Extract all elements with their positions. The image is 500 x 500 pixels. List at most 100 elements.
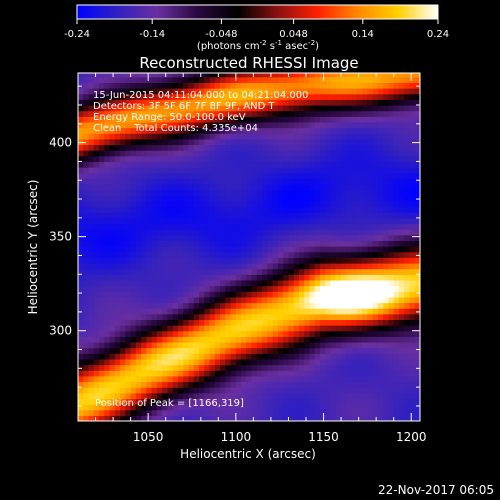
heatmap-cell xyxy=(283,347,290,354)
heatmap-cell xyxy=(309,150,316,157)
heatmap-cell xyxy=(272,341,279,349)
heatmap-cell xyxy=(377,409,384,416)
heatmap-cell xyxy=(388,246,395,253)
heatmap-cell xyxy=(288,93,295,100)
heatmap-cell xyxy=(83,358,90,366)
heatmap-cell xyxy=(241,110,247,117)
heatmap-cell xyxy=(109,409,116,416)
heatmap-cell xyxy=(320,133,326,140)
heatmap-cell xyxy=(83,217,90,225)
heatmap-cell xyxy=(398,195,405,202)
heatmap-cell xyxy=(220,274,226,281)
heatmap-cell xyxy=(298,381,305,388)
heatmap-cell xyxy=(372,183,379,191)
heatmap-cell xyxy=(404,234,411,242)
heatmap-cell xyxy=(341,262,347,270)
heatmap-cell xyxy=(125,415,132,421)
heatmap-cell xyxy=(393,274,400,281)
heatmap-cell xyxy=(404,189,411,196)
heatmap-cell xyxy=(414,150,420,157)
heatmap-cell xyxy=(367,138,374,146)
heatmap-cell xyxy=(214,262,221,270)
heatmap-cell xyxy=(272,370,279,377)
heatmap-cell xyxy=(314,341,321,349)
heatmap-cell xyxy=(120,291,126,298)
heatmap-cell xyxy=(383,138,390,146)
heatmap-cell xyxy=(188,302,195,309)
heatmap-cell xyxy=(251,325,258,332)
heatmap-cell xyxy=(167,189,174,196)
heatmap-cell xyxy=(104,93,111,100)
heatmap-cell xyxy=(135,76,142,84)
heatmap-cell xyxy=(377,262,384,270)
heatmap-cell xyxy=(346,336,353,343)
heatmap-cell xyxy=(351,246,358,253)
heatmap-cell xyxy=(220,212,226,219)
heatmap-cell xyxy=(398,155,405,163)
heatmap-cell xyxy=(256,325,263,332)
heatmap-cell xyxy=(114,82,121,89)
heatmap-cell xyxy=(267,347,274,354)
heatmap-cell xyxy=(351,76,358,84)
heatmap-cell xyxy=(209,336,216,343)
heatmap-cell xyxy=(220,415,226,421)
heatmap-cell xyxy=(356,308,363,315)
heatmap-cell xyxy=(272,240,279,247)
heatmap-cell xyxy=(230,353,237,360)
heatmap-cell xyxy=(346,223,353,230)
heatmap-cell xyxy=(309,291,316,298)
heatmap-cell xyxy=(93,313,100,321)
heatmap-cell xyxy=(330,121,337,129)
heatmap-cell xyxy=(135,251,142,258)
heatmap-cell xyxy=(277,138,284,146)
heatmap-cell xyxy=(362,144,368,151)
heatmap-cell xyxy=(156,155,163,163)
heatmap-cell xyxy=(398,251,405,258)
heatmap-cell xyxy=(93,319,100,326)
heatmap-cell xyxy=(393,375,400,383)
heatmap-cell xyxy=(288,257,295,264)
heatmap-cell xyxy=(304,93,311,100)
heatmap-cell xyxy=(325,268,332,275)
heatmap-cell xyxy=(267,116,274,123)
heatmap-cell xyxy=(367,415,374,421)
heatmap-cell xyxy=(183,229,190,236)
heatmap-cell xyxy=(214,353,221,360)
heatmap-cell xyxy=(404,296,411,304)
heatmap-cell xyxy=(393,234,400,242)
heatmap-cell xyxy=(377,195,384,202)
heatmap-cell xyxy=(204,133,211,140)
heatmap-cell xyxy=(367,364,374,371)
heatmap-cell xyxy=(346,217,353,225)
heatmap-cell xyxy=(177,308,184,315)
heatmap-cell xyxy=(288,217,295,225)
heatmap-cell xyxy=(146,308,153,315)
heatmap-cell xyxy=(209,370,216,377)
heatmap-cell xyxy=(372,392,379,400)
heatmap-cell xyxy=(309,133,316,140)
heatmap-cell xyxy=(120,375,126,383)
heatmap-cell xyxy=(146,330,153,337)
heatmap-cell xyxy=(199,76,205,84)
heatmap-cell xyxy=(188,155,195,163)
heatmap-cell xyxy=(398,268,405,275)
heatmap-cell xyxy=(78,370,84,377)
heatmap-cell xyxy=(283,150,290,157)
heatmap-cell xyxy=(162,291,169,298)
heatmap-cell xyxy=(398,302,405,309)
heatmap-cell xyxy=(383,217,390,225)
heatmap-cell xyxy=(262,217,269,225)
heatmap-cell xyxy=(314,229,321,236)
heatmap-cell xyxy=(193,336,200,343)
heatmap-cell xyxy=(362,104,368,112)
heatmap-cell xyxy=(177,155,184,163)
heatmap-cell xyxy=(256,195,263,202)
heatmap-cell xyxy=(288,302,295,309)
heatmap-cell xyxy=(330,82,337,89)
heatmap-cell xyxy=(120,285,126,292)
heatmap-cell xyxy=(214,82,221,89)
heatmap-cell xyxy=(204,325,211,332)
heatmap-cell xyxy=(404,398,411,405)
heatmap-cell xyxy=(204,313,211,321)
heatmap-cell xyxy=(109,93,116,100)
